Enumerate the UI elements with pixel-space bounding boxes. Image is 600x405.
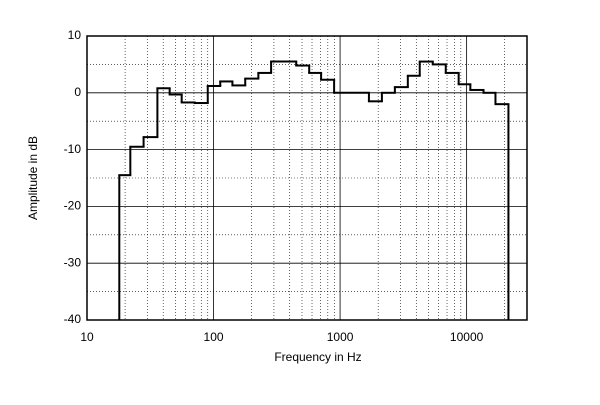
x-tick-label: 10000 bbox=[450, 330, 484, 344]
x-axis-label: Frequency in Hz bbox=[274, 350, 361, 364]
y-tick-label: 10 bbox=[68, 28, 82, 42]
y-tick-label: -40 bbox=[64, 312, 82, 326]
y-tick-label: -20 bbox=[64, 199, 82, 213]
y-axis-label: Amplitude in dB bbox=[26, 136, 40, 220]
y-tick-label: 0 bbox=[74, 85, 81, 99]
x-tick-label: 1000 bbox=[327, 330, 354, 344]
y-tick-label: -10 bbox=[64, 142, 82, 156]
y-tick-label: -30 bbox=[64, 255, 82, 269]
plot-frame bbox=[86, 35, 528, 321]
x-tick-label: 100 bbox=[204, 330, 224, 344]
x-tick-label: 10 bbox=[80, 330, 94, 344]
